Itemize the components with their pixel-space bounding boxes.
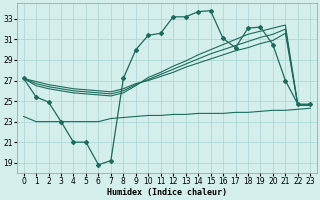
X-axis label: Humidex (Indice chaleur): Humidex (Indice chaleur) [107,188,227,197]
